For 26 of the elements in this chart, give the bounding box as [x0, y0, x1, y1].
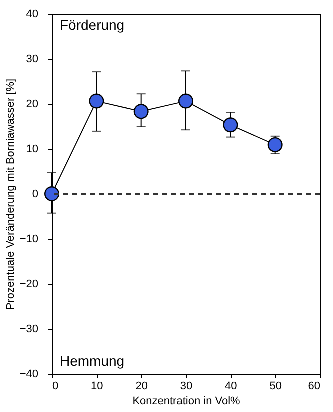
y-tick-label: 10 [26, 144, 38, 156]
y-tick-label: 20 [26, 98, 38, 110]
point [44, 186, 60, 202]
y-tick-label: −30 [20, 324, 38, 336]
x-tick-label: 40 [225, 380, 238, 392]
x-tick-label: 10 [91, 380, 104, 392]
y-tick-label: 0 [32, 188, 38, 200]
x-tick-label: 20 [136, 380, 148, 392]
annotation: Hemmung [60, 353, 125, 369]
point [268, 137, 283, 152]
y-tick-label: −20 [20, 278, 38, 290]
x-axis-title: Konzentration in Vol% [132, 396, 241, 408]
annotation: Förderung [60, 17, 125, 33]
x-tick-label: 0 [52, 380, 59, 392]
x-tick-label: 60 [308, 380, 320, 392]
x-tick-label: 30 [180, 380, 193, 392]
point [223, 118, 238, 133]
y-tick-label: −40 [20, 368, 38, 380]
y-tick-label: 30 [26, 54, 38, 66]
y-tick-label: 40 [26, 8, 38, 20]
y-tick-label: −10 [20, 234, 38, 246]
point [89, 94, 104, 109]
x-tick-label: 50 [270, 380, 282, 392]
point [134, 104, 149, 120]
y-axis-title: Prozentuale Veränderung mit Borniawasser [%] [4, 78, 17, 310]
point [178, 94, 194, 109]
